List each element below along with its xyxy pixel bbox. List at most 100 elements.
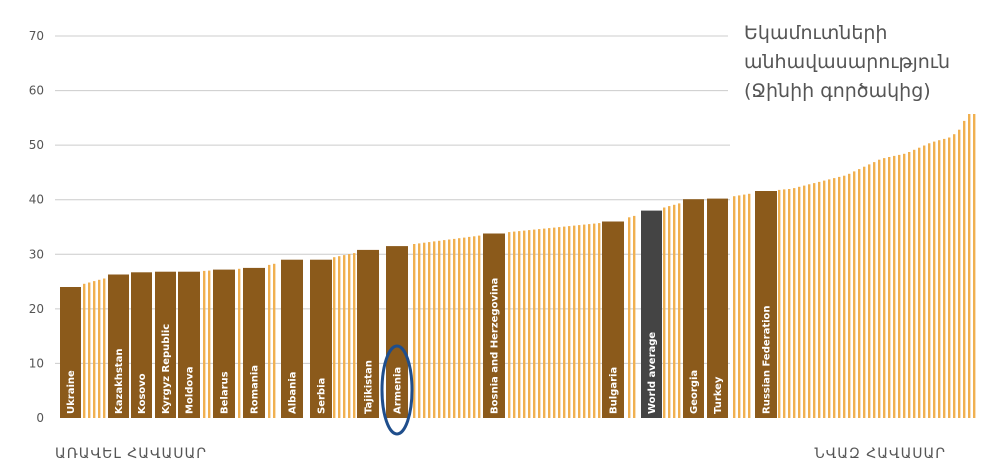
bar — [628, 217, 631, 418]
bar — [568, 226, 571, 418]
bar — [943, 138, 946, 418]
bar — [433, 241, 436, 418]
bar — [853, 171, 856, 418]
bar — [508, 232, 511, 418]
bar-kosovo — [131, 272, 152, 418]
bar — [933, 141, 936, 418]
bar-label-kazakhstan: Kazakhstan — [114, 349, 125, 414]
bar — [928, 143, 931, 419]
bar — [573, 225, 576, 418]
bar — [333, 257, 336, 418]
bar — [848, 173, 851, 418]
bar — [448, 239, 451, 418]
y-tick-label: 20 — [29, 302, 44, 316]
y-tick-label: 50 — [29, 138, 44, 152]
bar — [208, 270, 211, 418]
bar — [833, 178, 836, 418]
bar — [678, 203, 681, 418]
bar — [348, 254, 351, 418]
bar — [958, 129, 961, 418]
bar-belarus — [213, 269, 235, 418]
bar — [803, 185, 806, 418]
bar-armenia — [386, 246, 408, 418]
bar — [443, 240, 446, 418]
bar — [518, 231, 521, 418]
bar — [818, 181, 821, 418]
bar-labels: Ukraine Kazakhstan Kosovo Kyrgyz Republic Mo… — [66, 278, 773, 414]
bar — [513, 231, 516, 418]
bar-label-belarus: Belarus — [220, 371, 231, 414]
bar — [738, 195, 741, 418]
bar — [413, 244, 416, 418]
bar-label-georgia: Georgia — [689, 370, 700, 414]
x-label-right: ՆՎԱԶ ՀԱՎԱՍԱՐ — [815, 446, 946, 462]
bar-label-tajikistan: Tajikistan — [364, 360, 375, 414]
bar — [83, 283, 86, 418]
bar — [438, 240, 441, 418]
y-tick-label: 40 — [29, 193, 44, 207]
bar — [633, 215, 636, 418]
title-line-3: (Ջինիի գործակից) — [744, 80, 931, 102]
chart-title: Եկամուտների անհավասարություն (Ջինիի գործ… — [728, 14, 978, 114]
bar — [923, 145, 926, 418]
bar — [423, 242, 426, 418]
bar — [948, 137, 951, 418]
bar — [823, 180, 826, 418]
bar-serbia — [310, 259, 332, 418]
bar — [863, 166, 866, 418]
bars — [60, 78, 976, 419]
y-axis-ticks: 0 10 20 30 40 50 60 70 — [29, 29, 44, 425]
bar — [588, 224, 591, 418]
bar-ukraine — [60, 287, 81, 418]
bar-kazakhstan — [108, 274, 129, 418]
y-tick-label: 60 — [29, 84, 44, 98]
bar — [478, 235, 481, 418]
bar — [968, 95, 971, 419]
bar — [353, 253, 356, 418]
bar — [103, 278, 106, 418]
armenia-highlight-circle — [380, 344, 414, 436]
bar — [338, 256, 341, 418]
bar — [783, 189, 786, 418]
bar-kyrgyz-republic — [155, 271, 176, 418]
bar — [798, 186, 801, 418]
bar — [523, 230, 526, 418]
bar — [93, 281, 96, 418]
bar — [343, 255, 346, 418]
bar — [748, 193, 751, 418]
bar-label-armenia: Armenia — [393, 367, 404, 414]
bar — [593, 223, 596, 418]
title-line-2: անհավասարություն — [744, 51, 950, 73]
bar-label-russian-federation: Russian Federation — [762, 305, 773, 414]
bar-label-bulgaria: Bulgaria — [609, 367, 620, 414]
bar — [888, 157, 891, 418]
bar — [893, 155, 896, 418]
bar — [973, 78, 976, 418]
bar-albania — [281, 259, 303, 418]
bar — [843, 175, 846, 418]
bar — [268, 264, 271, 418]
bar — [733, 196, 736, 418]
bar — [828, 179, 831, 418]
bar — [548, 228, 551, 418]
bar — [903, 153, 906, 419]
bar — [743, 194, 746, 418]
bar-russian-federation — [755, 191, 777, 418]
bar — [953, 134, 956, 418]
bar-label-serbia: Serbia — [317, 378, 328, 414]
bar — [873, 162, 876, 418]
title-line-1: Եկամուտների — [744, 22, 887, 44]
bar — [598, 223, 601, 418]
bar — [543, 228, 546, 418]
bar-label-kosovo: Kosovo — [137, 373, 148, 414]
bar-label-moldova: Moldova — [185, 366, 196, 414]
bar — [838, 176, 841, 418]
bar — [578, 225, 581, 418]
bar-label-turkey: Turkey — [713, 376, 724, 414]
bar-label-romania: Romania — [250, 365, 261, 414]
bar — [868, 164, 871, 418]
bar — [558, 227, 561, 418]
bar — [663, 207, 666, 418]
bar — [553, 227, 556, 418]
bar-label-bosnia-and-herzegovina: Bosnia and Herzegovina — [490, 278, 501, 414]
